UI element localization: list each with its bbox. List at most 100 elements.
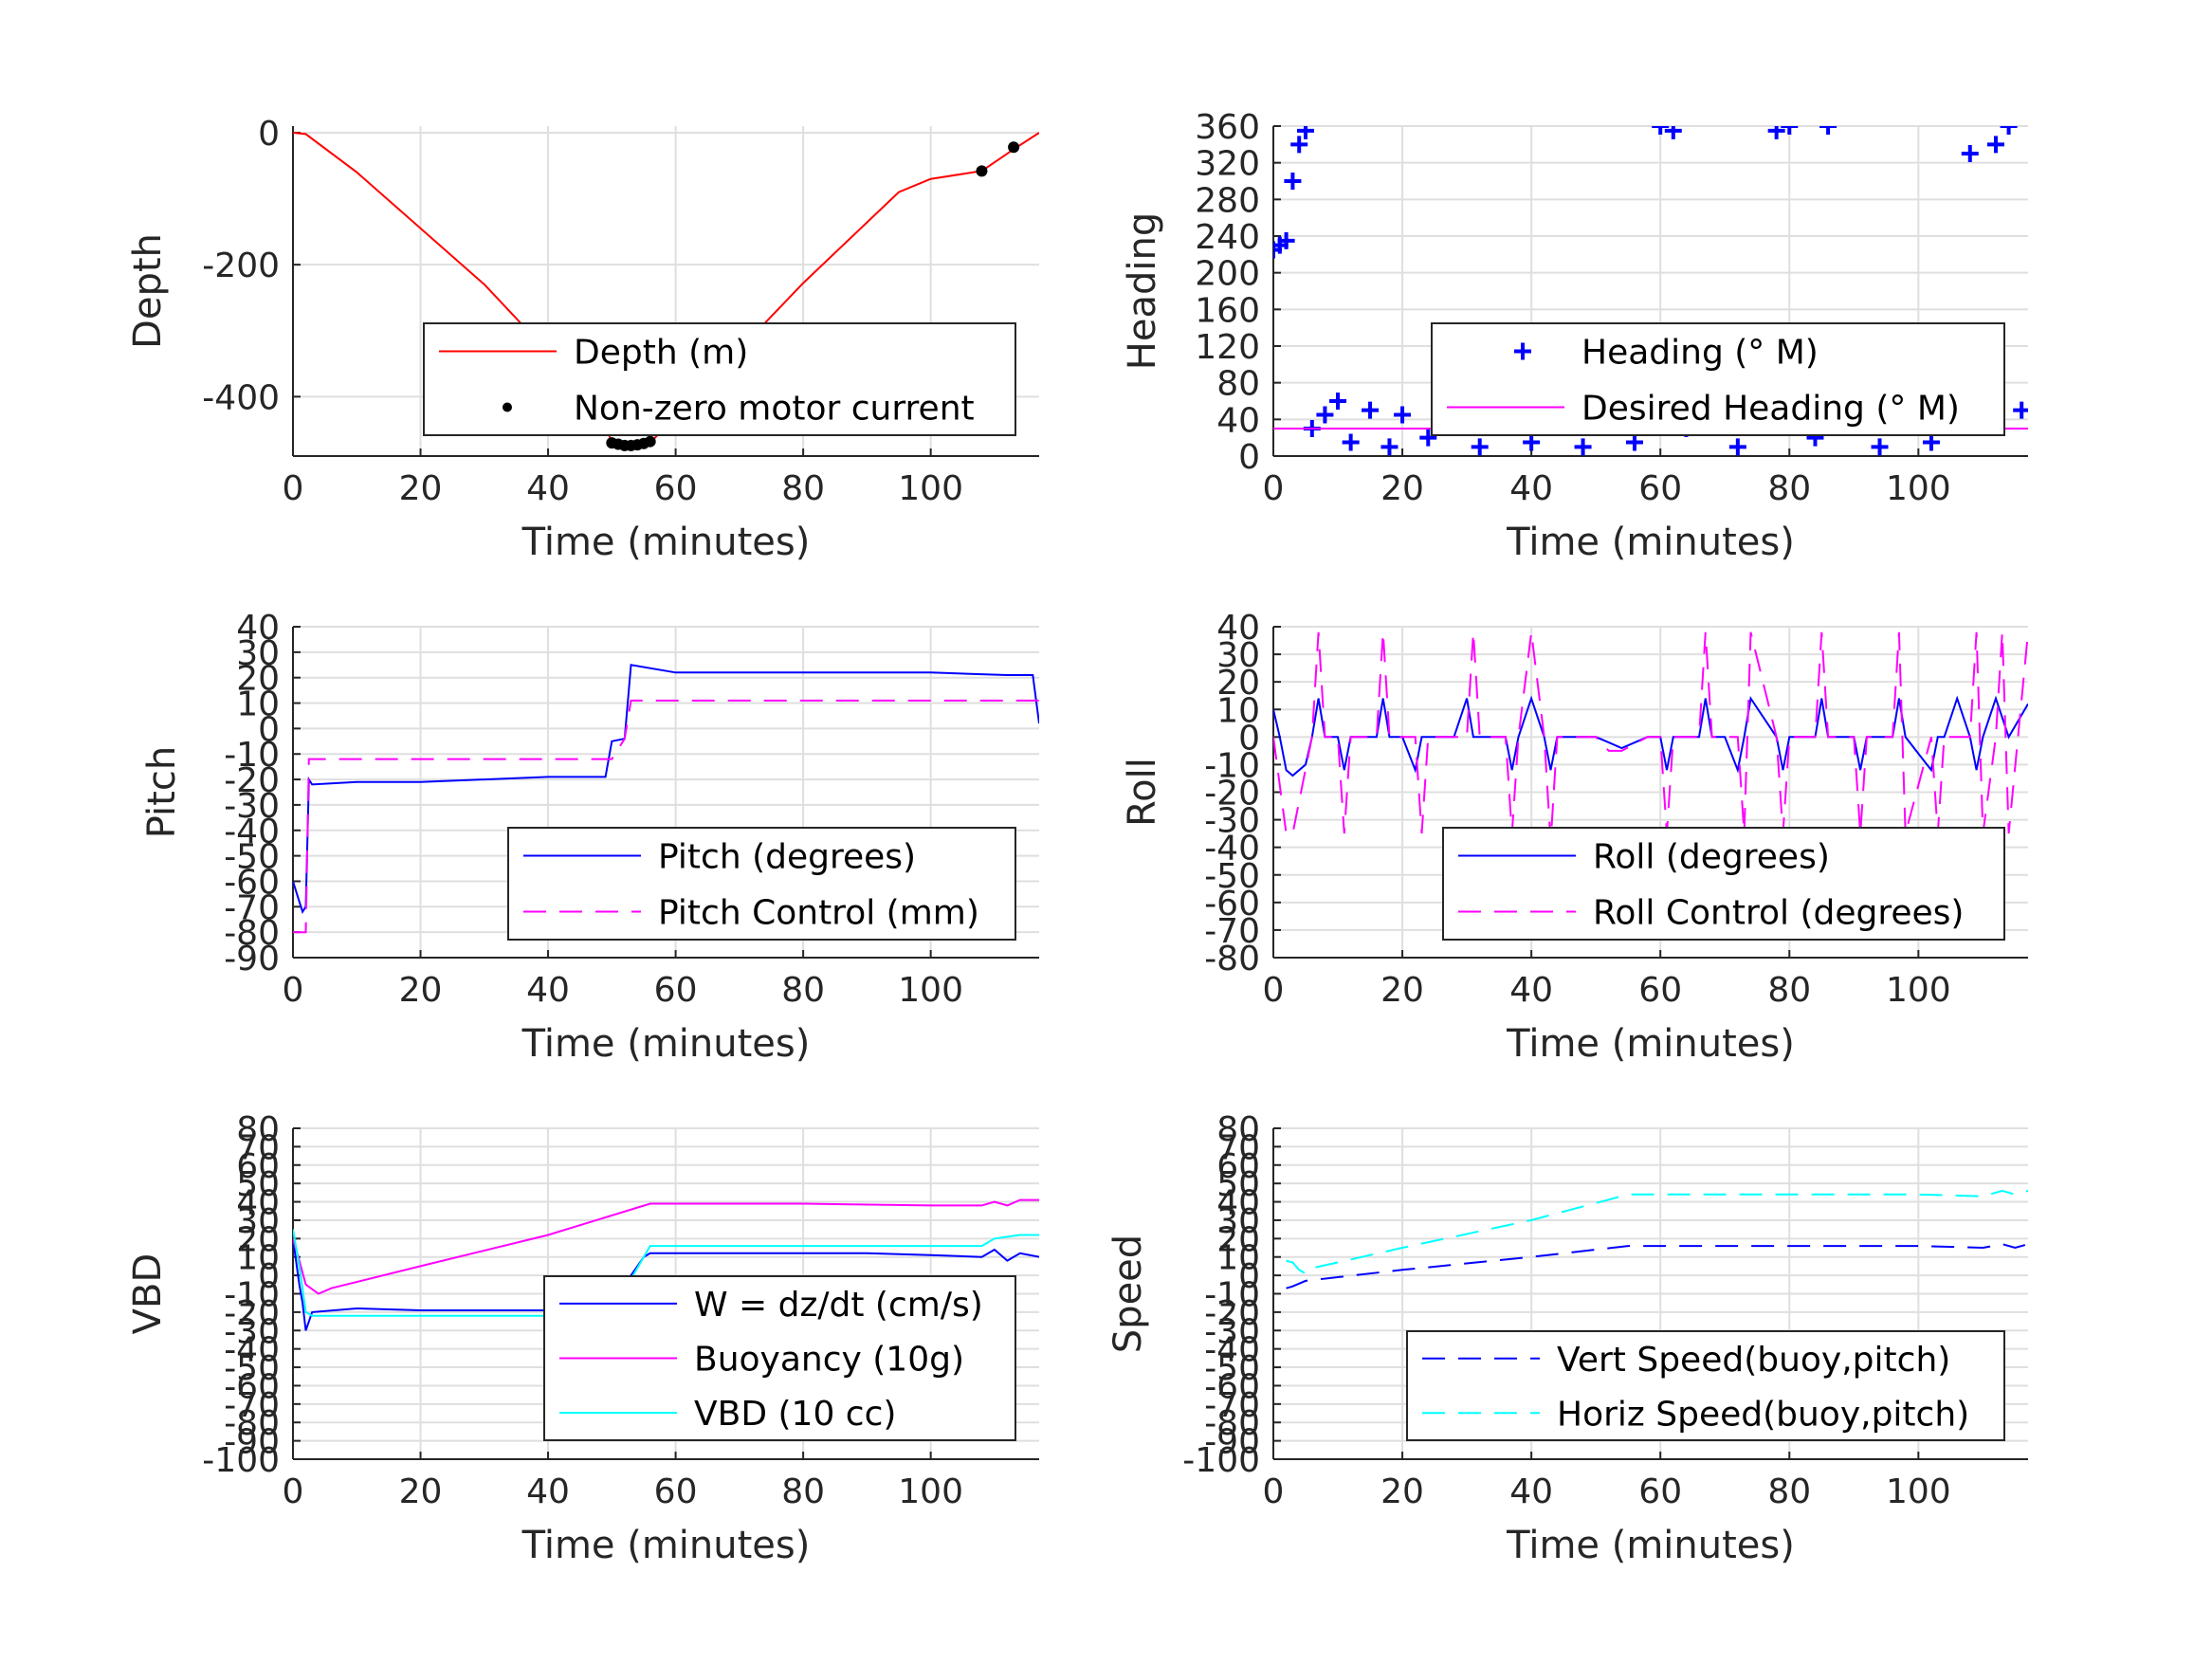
legend-marker: [503, 402, 512, 412]
y-tick-label: -20: [224, 1294, 280, 1333]
data-point: [1316, 406, 1334, 424]
x-tick-label: 100: [1886, 1472, 1951, 1511]
y-axis-label: Pitch: [140, 746, 184, 838]
y-tick-label: -80: [1204, 940, 1260, 978]
y-tick-label: -40: [1204, 1331, 1260, 1370]
y-tick-label: 10: [236, 686, 280, 724]
y-tick-label: 360: [1195, 108, 1260, 147]
x-tick-label: 80: [1767, 971, 1811, 1010]
y-tick-label: 0: [258, 1257, 280, 1296]
y-tick-label: -10: [1204, 1276, 1260, 1315]
data-point: [976, 165, 988, 177]
x-axis-label: Time (minutes): [1506, 1022, 1795, 1066]
y-tick-label: -60: [1204, 885, 1260, 923]
x-tick-label: 40: [1509, 971, 1553, 1010]
chart-depth: 0 20 40 60 80 100 0 -200 -400 Time (minutes) Depth…: [126, 115, 1039, 564]
data-point: [1871, 438, 1889, 456]
data-point: [1664, 126, 1682, 139]
y-tick-label: 30: [236, 1202, 280, 1241]
y-tick-label: 30: [1216, 636, 1260, 675]
x-tick-label: 80: [781, 469, 825, 508]
x-tick-label: 40: [526, 469, 570, 508]
legend-label: Non-zero motor current: [574, 390, 975, 429]
data-point: [1284, 173, 1302, 190]
y-tick-label: -40: [224, 813, 280, 851]
x-tick-label: 40: [526, 971, 570, 1010]
legend-box: [1406, 1330, 2005, 1441]
y-tick-label: 30: [236, 634, 280, 673]
y-tick-label: 50: [236, 1165, 280, 1204]
y-tick-label: -30: [224, 787, 280, 826]
y-axis-label: Depth: [126, 233, 170, 349]
data-point: [1728, 438, 1746, 456]
y-tick-label: -40: [224, 1331, 280, 1370]
legend: W = dz/dt (cm/s) Buoyancy (10g) VBD (10 cc…: [543, 1275, 1016, 1441]
y-tick-label: -80: [224, 914, 280, 953]
y-tick-label: 0: [1238, 719, 1260, 758]
y-tick-label: 10: [1216, 691, 1260, 730]
chart-speed: 0 20 40 60 80 100-100-90-80-70-60-50-40-30-20…: [1106, 1110, 2028, 1567]
y-tick-label: 70: [236, 1128, 280, 1167]
data-point: [1297, 126, 1315, 139]
x-tick-label: 0: [283, 469, 304, 508]
legend-label: Depth (m): [574, 334, 748, 373]
y-tick-label: -60: [224, 1367, 280, 1406]
y-tick-label: 80: [236, 1110, 280, 1149]
x-tick-label: 100: [898, 971, 963, 1010]
y-tick-label: 40: [1216, 1184, 1260, 1223]
x-tick-label: 80: [1767, 1472, 1811, 1511]
y-tick-label: -100: [1182, 1441, 1260, 1480]
data-point: [1961, 145, 1979, 162]
x-tick-label: 20: [399, 971, 443, 1010]
legend-label: Desired Heading (° M): [1581, 390, 1960, 429]
y-tick-label: -70: [224, 1386, 280, 1425]
y-tick-label: -90: [224, 1423, 280, 1462]
y-tick-label: -30: [1204, 802, 1260, 841]
data-point: [1767, 126, 1785, 139]
legend-box: [1431, 322, 2005, 436]
data-point: [1394, 406, 1412, 424]
y-tick-label: 20: [236, 660, 280, 699]
y-tick-label: 40: [236, 609, 280, 648]
data-point: [1781, 126, 1799, 135]
y-tick-label: 80: [1216, 365, 1260, 404]
x-axis-label: Time (minutes): [521, 1524, 811, 1567]
x-tick-label: 40: [526, 1472, 570, 1511]
y-tick-label: -80: [1204, 1404, 1260, 1443]
x-tick-label: 80: [781, 1472, 825, 1511]
legend: Pitch (degrees) Pitch Control (mm): [507, 827, 1016, 941]
y-tick-label: 0: [258, 710, 280, 749]
data-point: [1290, 136, 1308, 154]
y-tick-label: 10: [1216, 1239, 1260, 1278]
chart-roll: 0 20 40 60 80 100-80-70-60-50-40-30-20-100102…: [1121, 609, 2028, 1066]
legend-label: W = dz/dt (cm/s): [694, 1286, 983, 1325]
series-line: [293, 664, 1039, 915]
y-tick-label: -10: [224, 736, 280, 775]
x-tick-label: 100: [898, 469, 963, 508]
y-tick-label: -10: [224, 1276, 280, 1315]
data-point: [1008, 141, 1020, 154]
y-tick-label: -80: [224, 1404, 280, 1443]
data-point: [1471, 438, 1489, 456]
y-tick-label: 70: [1216, 1128, 1260, 1167]
plot-area: [293, 664, 1039, 934]
y-tick-label: -90: [1204, 1423, 1260, 1462]
data-point: [1277, 231, 1295, 249]
y-tick-label: 280: [1195, 181, 1260, 220]
legend-marker: [1514, 342, 1531, 360]
y-tick-label: -50: [224, 1349, 280, 1388]
data-point: [1819, 126, 1837, 135]
y-tick-label: -200: [202, 247, 280, 285]
data-point: [1574, 438, 1592, 456]
plot-area: [1273, 631, 2028, 842]
x-axis-label: Time (minutes): [1506, 521, 1795, 564]
x-tick-label: 40: [1509, 1472, 1553, 1511]
data-point: [1523, 433, 1541, 451]
x-tick-label: 60: [1638, 469, 1682, 508]
legend-box: [507, 827, 1016, 941]
legend-label: Buoyancy (10g): [694, 1341, 964, 1380]
series-line: [1273, 631, 2028, 842]
y-tick-label: 120: [1195, 328, 1260, 367]
y-tick-label: 200: [1195, 255, 1260, 294]
y-tick-label: 40: [236, 1184, 280, 1223]
